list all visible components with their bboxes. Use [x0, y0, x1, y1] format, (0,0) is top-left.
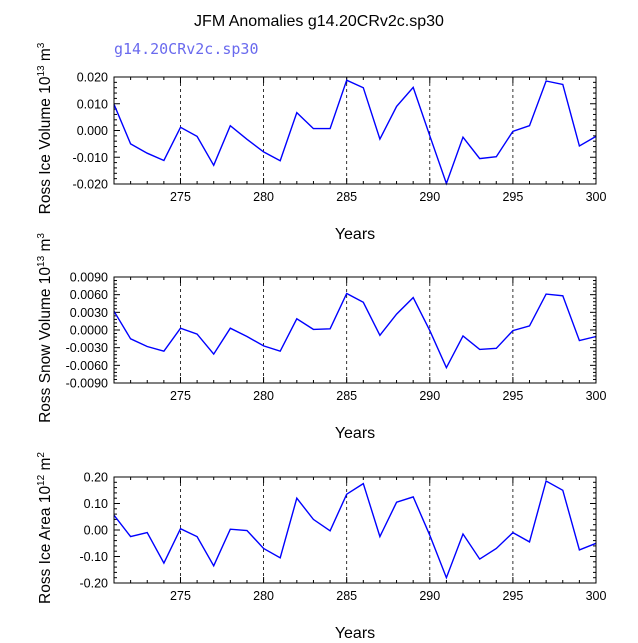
- y-tick-label: -0.20: [80, 577, 109, 591]
- y-tick-label: 0.000: [77, 124, 108, 138]
- y-tick-label: 0.020: [77, 71, 108, 85]
- x-tick-label: 285: [336, 389, 357, 403]
- x-tick-label: 295: [502, 389, 523, 403]
- y-tick-label: -0.0060: [66, 359, 108, 373]
- y-tick-label: 0.0000: [70, 324, 108, 338]
- plot-frame: [114, 477, 596, 583]
- x-tick-label: 290: [419, 389, 440, 403]
- y-tick-label: 0.0060: [70, 288, 108, 302]
- x-tick-label: 290: [419, 190, 440, 204]
- x-tick-label: 300: [586, 389, 607, 403]
- y-tick-label: -0.10: [80, 550, 109, 564]
- x-tick-label: 280: [253, 389, 274, 403]
- x-tick-label: 290: [419, 589, 440, 603]
- x-tick-label: 300: [586, 589, 607, 603]
- y-axis-label: Ross Ice Volume 1013 m3: [36, 42, 54, 214]
- x-tick-label: 275: [170, 190, 191, 204]
- series-line-1: [114, 80, 596, 183]
- y-axis-label: Ross Ice Area 1012 m2: [36, 452, 54, 604]
- y-tick-label: 0.0090: [70, 271, 108, 285]
- y-tick-label: -0.010: [73, 151, 108, 165]
- x-tick-label: 280: [253, 190, 274, 204]
- x-tick-label: 285: [336, 589, 357, 603]
- x-tick-label: 300: [586, 190, 607, 204]
- y-axis-label: Ross Snow Volume 1013 m3: [36, 233, 54, 423]
- y-tick-label: 0.20: [84, 471, 108, 485]
- series-line-1: [114, 481, 596, 578]
- figure-title: JFM Anomalies g14.20CRv2c.sp30: [194, 13, 444, 30]
- x-axis-label: Years: [335, 425, 375, 442]
- y-tick-label: 0.010: [77, 97, 108, 111]
- y-tick-label: 0.10: [84, 497, 108, 511]
- panel-3: -0.20 -0.10 0.00 0.10 0.20 275 280 285 290 295 300…: [36, 452, 606, 638]
- panel-2: -0.0090 -0.0060 -0.0030 0.0000 0.0030 0.0060 0…: [36, 233, 606, 442]
- y-tick-label: -0.0030: [66, 341, 108, 355]
- panel-1: -0.020 -0.010 0.000 0.010 0.020 275 280 285 290 2…: [36, 42, 606, 243]
- x-axis-label: Years: [335, 226, 375, 243]
- y-tick-label: 0.00: [84, 524, 108, 538]
- y-tick-label: -0.020: [73, 178, 108, 192]
- legend-label: g14.20CRv2c.sp30: [114, 40, 259, 58]
- x-tick-label: 285: [336, 190, 357, 204]
- x-tick-label: 295: [502, 190, 523, 204]
- x-tick-label: 295: [502, 589, 523, 603]
- x-tick-label: 275: [170, 589, 191, 603]
- y-tick-label: 0.0030: [70, 306, 108, 320]
- x-tick-label: 280: [253, 589, 274, 603]
- series-line-1: [114, 294, 596, 368]
- y-tick-label: -0.0090: [66, 377, 108, 391]
- x-tick-label: 275: [170, 389, 191, 403]
- x-axis-label: Years: [335, 625, 375, 638]
